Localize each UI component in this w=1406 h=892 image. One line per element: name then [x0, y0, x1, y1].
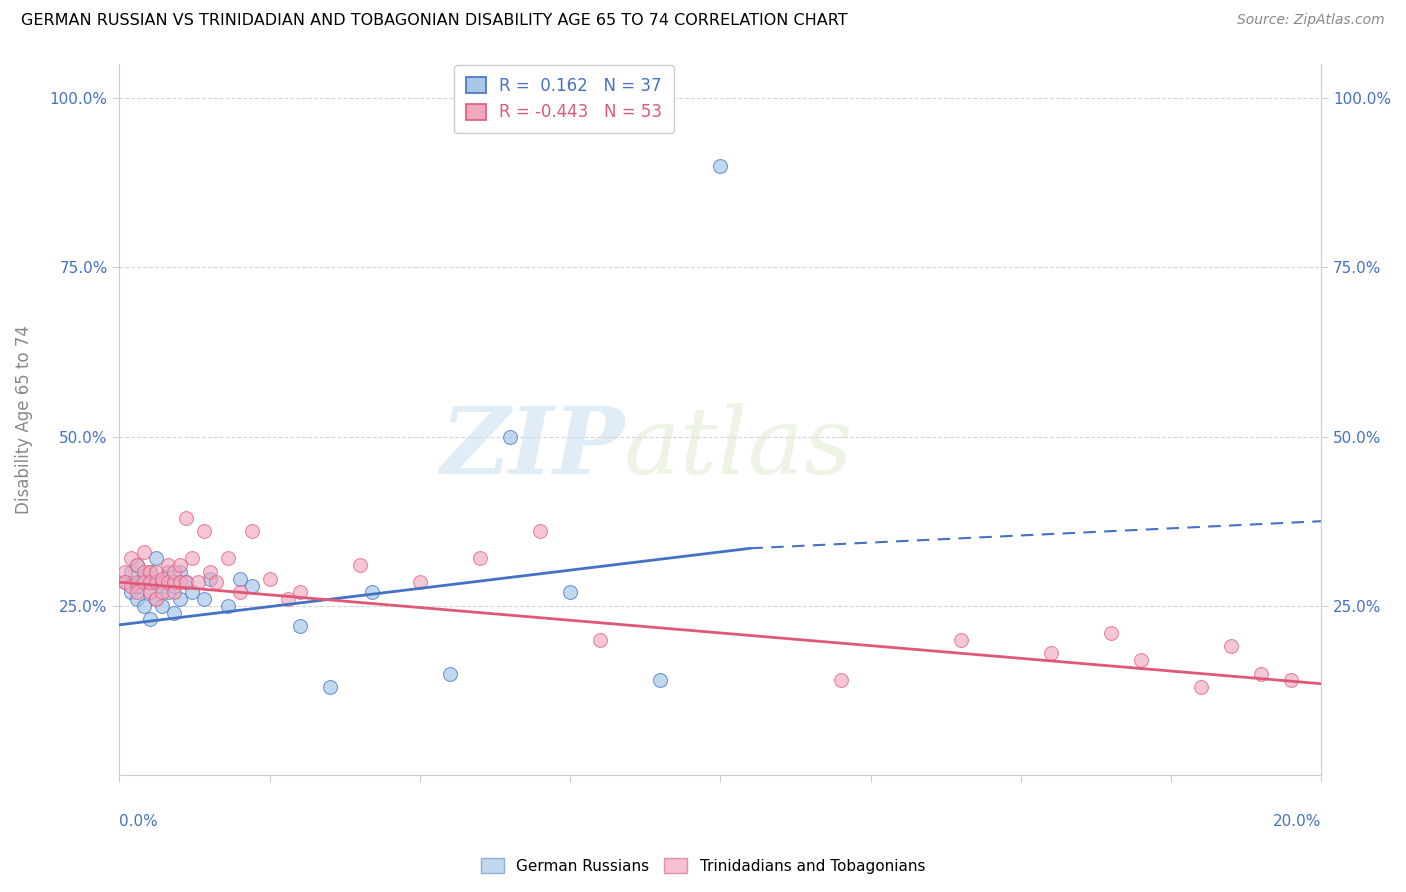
Legend: German Russians, Trinidadians and Tobagonians: German Russians, Trinidadians and Tobago… [475, 852, 931, 880]
Point [259, 572, 281, 586]
Point [529, 524, 551, 539]
Point [277, 592, 299, 607]
Point [127, 575, 149, 590]
Point [162, 606, 184, 620]
Point [138, 575, 160, 590]
Text: 0.0%: 0.0% [120, 814, 159, 830]
Point [174, 511, 197, 525]
Point [1099, 626, 1122, 640]
Text: GERMAN RUSSIAN VS TRINIDADIAN AND TOBAGONIAN DISABILITY AGE 65 TO 74 CORRELATION: GERMAN RUSSIAN VS TRINIDADIAN AND TOBAGO… [21, 13, 848, 29]
Point [145, 551, 167, 566]
Point [162, 585, 184, 599]
Point [193, 592, 215, 607]
Point [162, 578, 184, 592]
Point [150, 585, 173, 599]
Point [145, 565, 167, 579]
Point [169, 575, 191, 590]
Point [180, 585, 202, 599]
Text: Source: ZipAtlas.com: Source: ZipAtlas.com [1237, 13, 1385, 28]
Y-axis label: Disability Age 65 to 74: Disability Age 65 to 74 [15, 326, 32, 514]
Legend: R =  0.162   N = 37, R = -0.443   N = 53: R = 0.162 N = 37, R = -0.443 N = 53 [454, 65, 673, 133]
Point [240, 578, 263, 592]
Text: 20.0%: 20.0% [1272, 814, 1322, 830]
Point [193, 524, 215, 539]
Point [138, 585, 160, 599]
Point [1279, 673, 1302, 688]
Point [198, 572, 221, 586]
Point [156, 585, 179, 599]
Point [349, 558, 371, 573]
Point [409, 575, 432, 590]
Point [228, 585, 250, 599]
Point [162, 575, 184, 590]
Point [217, 551, 239, 566]
Point [132, 565, 155, 579]
Point [228, 572, 250, 586]
Point [127, 558, 149, 573]
Point [145, 575, 167, 590]
Text: ZIP: ZIP [440, 403, 624, 493]
Point [1220, 640, 1243, 654]
Point [127, 592, 149, 607]
Point [114, 575, 136, 590]
Point [174, 575, 197, 590]
Point [650, 673, 672, 688]
Point [830, 673, 852, 688]
Point [169, 592, 191, 607]
Point [114, 575, 136, 590]
Point [468, 551, 491, 566]
Point [156, 565, 179, 579]
Point [150, 599, 173, 613]
Point [121, 578, 143, 592]
Point [145, 592, 167, 607]
Point [1129, 653, 1152, 667]
Point [156, 558, 179, 573]
Point [169, 565, 191, 579]
Point [204, 575, 226, 590]
Point [217, 599, 239, 613]
Point [145, 592, 167, 607]
Point [558, 585, 581, 599]
Point [121, 565, 143, 579]
Point [198, 565, 221, 579]
Point [949, 632, 972, 647]
Point [145, 575, 167, 590]
Point [180, 551, 202, 566]
Point [138, 565, 160, 579]
Point [319, 680, 342, 694]
Point [114, 565, 136, 579]
Point [156, 575, 179, 590]
Point [132, 544, 155, 558]
Point [169, 558, 191, 573]
Point [499, 429, 522, 443]
Point [240, 524, 263, 539]
Point [121, 551, 143, 566]
Point [1189, 680, 1212, 694]
Point [132, 575, 155, 590]
Point [439, 666, 461, 681]
Point [162, 565, 184, 579]
Point [288, 619, 311, 633]
Point [360, 585, 382, 599]
Point [127, 578, 149, 592]
Point [1039, 646, 1062, 660]
Point [1250, 666, 1272, 681]
Point [121, 585, 143, 599]
Point [150, 578, 173, 592]
Point [127, 558, 149, 573]
Point [150, 575, 173, 590]
Point [288, 585, 311, 599]
Point [150, 572, 173, 586]
Point [709, 159, 731, 173]
Point [132, 572, 155, 586]
Point [589, 632, 612, 647]
Point [132, 599, 155, 613]
Text: atlas: atlas [624, 403, 853, 493]
Point [138, 585, 160, 599]
Point [187, 575, 209, 590]
Point [127, 585, 149, 599]
Point [138, 612, 160, 626]
Point [174, 575, 197, 590]
Point [138, 565, 160, 579]
